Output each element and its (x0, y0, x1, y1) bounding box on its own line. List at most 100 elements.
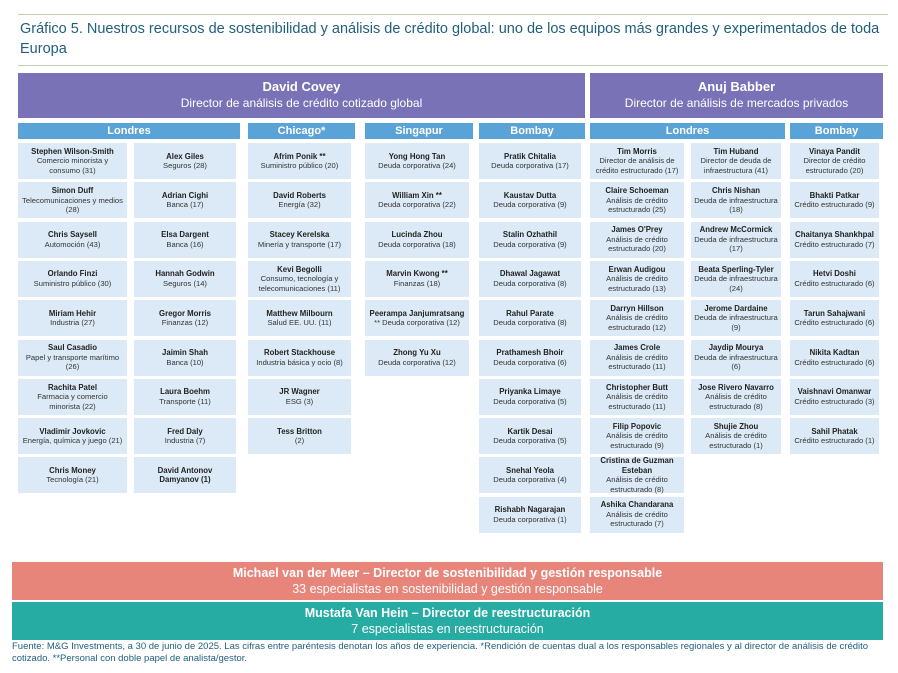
person-card: Lucinda Zhou Deuda corporativa (18) (365, 221, 469, 258)
person-card: Cristina de Guzman Esteban Análisis de cr… (590, 456, 684, 494)
region-head: Singapur (365, 123, 473, 139)
person-detail: Farmacia y comercio minorista (22) (37, 392, 108, 411)
person-name: Chaitanya Shankhpal (795, 230, 874, 240)
person-detail: Análisis de crédito estructurado (20) (606, 234, 668, 254)
person-name: Jaydip Mourya (708, 343, 764, 353)
person-name: James Crole (613, 343, 661, 353)
person-name: Lucinda Zhou (391, 230, 443, 240)
person-name: Laura Boehm (160, 387, 210, 397)
person-card: Stalin Ozhathil Deuda corporativa (9) (479, 221, 581, 258)
person-detail: Finanzas (18) (393, 278, 441, 288)
region-head: Bombay (790, 123, 883, 139)
person-card: James Crole Análisis de crédito estructur… (590, 339, 684, 376)
person-card: Chaitanya Shankhpal Crédito estructurado … (790, 221, 879, 258)
person-name: Matthew Milbourn (266, 308, 333, 318)
person-card: Marvin Kwong ** Finanzas (18) (365, 260, 469, 297)
person-name: William Xin ** (392, 190, 442, 200)
band-title: Michael van der Meer – Director de soste… (232, 566, 663, 580)
person-card: Ashika Chandarana Análisis de crédito est… (590, 496, 684, 533)
person-card: Rishabh Nagarajan Deuda corporativa (1) (479, 496, 581, 533)
person-name: Elsa Dargent (161, 230, 209, 240)
person-card: Hetvi Doshi Crédito estructurado (6) (790, 260, 879, 297)
person-card: Afrim Ponik ** Suministro público (20) (248, 143, 351, 179)
person-card: Dhawal Jagawat Deuda corporativa (8) (479, 260, 581, 297)
person-name: Fred Daly (167, 426, 203, 436)
person-name: Snehal Yeola (506, 465, 554, 475)
person-name: Alex Giles (166, 151, 204, 161)
person-name: Nikita Kadtan (809, 348, 860, 357)
person-detail: Crédito estructurado (9) (794, 200, 875, 210)
person-card: JR Wagner ESG (3) (248, 378, 351, 415)
person-name: Kevi Begolli (277, 264, 322, 274)
person-name: Simon Duff (51, 186, 94, 196)
person-detail: Deuda de infraestructura (18) (694, 195, 778, 215)
person-detail: Deuda corporativa (9) (493, 200, 567, 210)
person-card: Laura Boehm Transporte (11) (134, 378, 236, 415)
person-card: Hannah Godwin Seguros (14) (134, 260, 236, 297)
person-name: Rachita Patel (48, 382, 97, 392)
person-card: Orlando Finzi Suministro público (30) (18, 260, 127, 297)
person-card: Filip Popovic Análisis de crédito estruct… (590, 418, 684, 455)
person-name: Rahul Parate (506, 308, 554, 318)
person-detail: Deuda corporativa (18) (378, 239, 456, 249)
person-name: David Roberts (273, 190, 326, 200)
person-name: Claire Schoeman (605, 186, 669, 196)
person-name: Stephen Wilson-Smith (31, 146, 114, 156)
person-name: Sahil Phatak (811, 426, 858, 436)
person-name: Yong Hong Tan (388, 151, 446, 161)
person-name: Hetvi Doshi (813, 269, 856, 279)
person-detail: Telecomunicaciones y medios (28) (22, 195, 123, 215)
person-detail: Banca (17) (166, 200, 204, 210)
person-name: Prathamesh Bhoir (496, 348, 564, 357)
person-card: Andrew McCormick Deuda de infraestructura… (691, 221, 781, 258)
person-card: Rachita Patel Farmacia y comercio minoris… (18, 378, 127, 415)
person-card: Peerampa Janjumratsang ** Deuda corporati… (365, 300, 469, 337)
person-detail: Banca (10) (166, 357, 204, 367)
person-detail: Salud EE. UU. (11) (267, 318, 332, 328)
region-head: Londres (590, 123, 785, 139)
person-card: Nikita Kadtan Crédito estructurado (6) (790, 339, 879, 376)
person-card: Pratik Chitalia Deuda corporativa (17) (479, 143, 581, 179)
person-detail: Crédito estructurado (3) (794, 396, 875, 406)
person-name: Pratik Chitalia (504, 151, 556, 161)
person-detail: Deuda de infraestructura (17) (694, 234, 778, 254)
person-detail: (2) (294, 436, 305, 446)
person-name: Jose Rivero Navarro (698, 382, 774, 392)
person-card: Jerome Dardaine Deuda de infraestructura … (691, 300, 781, 337)
person-name: Jaimin Shah (162, 348, 208, 357)
person-detail: Crédito estructurado (6) (794, 278, 875, 288)
person-card: Tim Morris Director de análisis de crédit… (590, 143, 684, 179)
person-name: Adrian Cighi (161, 190, 209, 200)
person-detail: Director de crédito estructurado (20) (803, 156, 866, 175)
person-card: Priyanka Limaye Deuda corporativa (5) (479, 378, 581, 415)
region-head: Bombay (479, 123, 585, 139)
person-detail: Deuda de infraestructura (24) (694, 274, 778, 293)
section-role: Director de análisis de crédito cotizado… (180, 96, 423, 110)
person-card: Jose Rivero Navarro Análisis de crédito e… (691, 378, 781, 415)
person-detail: Deuda de infraestructura (9) (694, 313, 778, 332)
section-head: Anuj Babber Director de análisis de merca… (590, 73, 883, 118)
person-name: Bhakti Patkar (809, 190, 860, 200)
person-card: Claire Schoeman Análisis de crédito estru… (590, 182, 684, 219)
person-name: Marvin Kwong ** (386, 269, 448, 279)
person-detail: Banca (16) (166, 239, 204, 249)
person-detail: Energía, química y juego (21) (22, 436, 123, 446)
person-name: Chris Money (49, 465, 96, 475)
person-detail: ** Deuda corporativa (12) (374, 318, 460, 328)
person-card: Miriam Hehir Industria (27) (18, 300, 127, 337)
person-detail: Crédito estructurado (6) (794, 357, 875, 367)
person-name: Vladimir Jovkovic (39, 426, 106, 436)
person-detail: Análisis de crédito estructurado (11) (606, 392, 668, 411)
person-name: Chris Saysell (48, 230, 97, 240)
person-card: Jaimin Shah Banca (10) (134, 339, 236, 376)
person-card: Saul Casadio Papel y transporte marítimo … (18, 339, 127, 376)
person-name: Christopher Butt (606, 382, 668, 392)
person-card: Sahil Phatak Crédito estructurado (1) (790, 418, 879, 455)
person-detail: Energía (32) (278, 200, 321, 210)
person-detail: Deuda corporativa (24) (378, 161, 456, 170)
person-detail: Minería y transporte (17) (257, 239, 342, 249)
person-card: Yong Hong Tan Deuda corporativa (24) (365, 143, 469, 179)
person-card: Chris Saysell Automoción (43) (18, 221, 127, 258)
person-card: Stacey Kerelska Minería y transporte (17) (248, 221, 351, 258)
